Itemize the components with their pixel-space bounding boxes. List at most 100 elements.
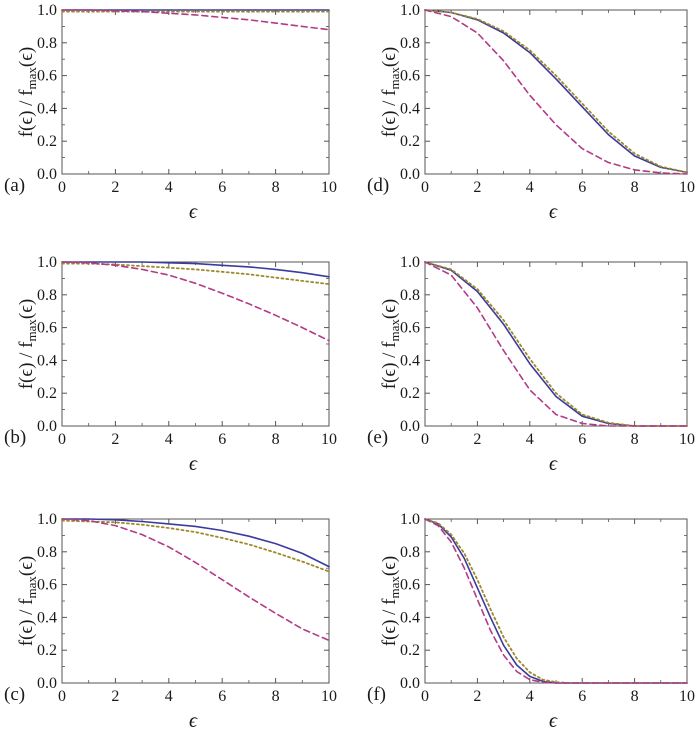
y-axis-label-main: f(ϵ) / f bbox=[16, 341, 37, 389]
x-tick-label: 6 bbox=[578, 431, 586, 448]
y-axis-label-tail: (ϵ) bbox=[16, 47, 37, 67]
y-axis-label-subscript: max bbox=[387, 576, 402, 599]
series-line-dashed bbox=[61, 261, 330, 342]
y-axis-label: f(ϵ) / fmax(ϵ) bbox=[16, 299, 39, 390]
y-axis-label: f(ϵ) / fmax(ϵ) bbox=[379, 47, 402, 138]
x-axis-label: ϵ bbox=[549, 453, 558, 475]
x-tick-label: 8 bbox=[272, 688, 280, 705]
x-tick-label: 10 bbox=[321, 431, 337, 448]
y-axis-label-subscript: max bbox=[387, 319, 402, 342]
series-line-dashed bbox=[61, 518, 330, 642]
x-tick-label: 8 bbox=[631, 179, 639, 196]
x-tick-label: 2 bbox=[111, 431, 119, 448]
series-line-dotted bbox=[424, 518, 688, 684]
y-tick-label: 0.8 bbox=[400, 35, 420, 52]
y-tick-label: 0.2 bbox=[37, 385, 57, 402]
y-axis-label-tail: (ϵ) bbox=[379, 299, 400, 319]
y-tick-label: 0.4 bbox=[400, 100, 420, 117]
panel-d: 0 2 4 6 8 10 0.0 0.2 0.4 0.6 0.8 1.0 ϵ f(ϵ) / fmax(ϵ)… bbox=[367, 2, 695, 223]
series-line-dotted bbox=[424, 9, 688, 174]
y-axis-label-subscript: max bbox=[24, 67, 39, 90]
x-tick-label: 4 bbox=[526, 688, 534, 705]
series-line-dashed bbox=[61, 9, 330, 31]
y-tick-label: 0.0 bbox=[400, 675, 420, 692]
y-axis-label-subscript: max bbox=[24, 319, 39, 342]
y-axis-label-subscript: max bbox=[24, 576, 39, 599]
x-tick-label: 0 bbox=[58, 179, 66, 196]
x-tick-label: 4 bbox=[526, 179, 534, 196]
y-tick-label: 0.0 bbox=[37, 418, 57, 435]
plot-frame bbox=[424, 261, 688, 427]
panel-label: (e) bbox=[367, 427, 388, 448]
panel-label: (a) bbox=[4, 175, 25, 196]
plot-frame bbox=[424, 518, 688, 684]
x-tick-label: 6 bbox=[218, 431, 226, 448]
x-axis-label: ϵ bbox=[549, 201, 558, 223]
x-tick-label: 10 bbox=[321, 179, 337, 196]
panel-label: (c) bbox=[4, 684, 25, 705]
y-axis-label-tail: (ϵ) bbox=[379, 556, 400, 576]
y-axis-label-main: f(ϵ) / f bbox=[379, 598, 400, 646]
series-line-solid bbox=[424, 9, 688, 174]
y-tick-label: 0.2 bbox=[400, 385, 420, 402]
y-tick-label: 0.6 bbox=[37, 577, 57, 594]
panel-label: (f) bbox=[367, 684, 386, 705]
x-axis-label: ϵ bbox=[189, 710, 198, 731]
series-line-solid bbox=[61, 518, 330, 568]
y-tick-label: 1.0 bbox=[37, 254, 57, 271]
x-tick-label: 10 bbox=[679, 688, 695, 705]
y-tick-label: 0.8 bbox=[37, 287, 57, 304]
y-tick-label: 0.4 bbox=[37, 352, 57, 369]
y-axis-label-tail: (ϵ) bbox=[16, 299, 37, 319]
x-tick-label: 6 bbox=[578, 688, 586, 705]
series-line-dotted bbox=[61, 519, 330, 573]
y-axis-label: f(ϵ) / fmax(ϵ) bbox=[379, 299, 402, 390]
panel-e: 0 2 4 6 8 10 0.0 0.2 0.4 0.6 0.8 1.0 ϵ f(ϵ) / fmax(ϵ)… bbox=[367, 254, 695, 475]
y-tick-label: 0.6 bbox=[400, 577, 420, 594]
y-axis-label-main: f(ϵ) / f bbox=[16, 598, 37, 646]
x-tick-label: 10 bbox=[679, 431, 695, 448]
y-tick-label: 0.0 bbox=[37, 675, 57, 692]
panel-a: 0 2 4 6 8 10 0.0 0.2 0.4 0.6 0.8 1.0 ϵ f(ϵ) / fmax(ϵ)… bbox=[4, 2, 337, 223]
x-tick-label: 8 bbox=[631, 688, 639, 705]
y-axis-label-tail: (ϵ) bbox=[16, 556, 37, 576]
series-line-dashed bbox=[424, 9, 688, 175]
x-tick-label: 10 bbox=[679, 179, 695, 196]
x-tick-label: 4 bbox=[165, 431, 173, 448]
series-line-dotted bbox=[61, 262, 330, 286]
x-tick-label: 0 bbox=[421, 688, 429, 705]
x-tick-label: 6 bbox=[218, 688, 226, 705]
y-tick-label: 0.6 bbox=[400, 320, 420, 337]
y-axis-label-main: f(ϵ) / f bbox=[16, 89, 37, 137]
y-tick-label: 0.8 bbox=[37, 35, 57, 52]
y-tick-label: 0.4 bbox=[400, 609, 420, 626]
plot-frame bbox=[61, 261, 330, 427]
y-tick-label: 1.0 bbox=[37, 2, 57, 19]
panel-b: 0 2 4 6 8 10 0.0 0.2 0.4 0.6 0.8 1.0 ϵ f(ϵ) / fmax(ϵ)… bbox=[4, 254, 337, 475]
y-tick-label: 1.0 bbox=[37, 511, 57, 528]
plot-frame bbox=[61, 518, 330, 684]
y-tick-label: 0.0 bbox=[400, 166, 420, 183]
y-axis-label-tail: (ϵ) bbox=[379, 47, 400, 67]
x-tick-label: 4 bbox=[526, 431, 534, 448]
x-tick-label: 6 bbox=[218, 179, 226, 196]
series-line-solid bbox=[424, 261, 688, 427]
y-tick-label: 0.4 bbox=[37, 609, 57, 626]
y-tick-label: 1.0 bbox=[400, 254, 420, 271]
y-tick-label: 0.2 bbox=[400, 133, 420, 150]
y-tick-label: 0.8 bbox=[37, 544, 57, 561]
y-axis-label-main: f(ϵ) / f bbox=[379, 89, 400, 137]
x-tick-label: 2 bbox=[473, 688, 481, 705]
series-line-dotted bbox=[424, 261, 688, 427]
y-tick-label: 1.0 bbox=[400, 511, 420, 528]
plot-frame bbox=[424, 9, 688, 175]
y-tick-label: 0.4 bbox=[400, 352, 420, 369]
x-tick-label: 0 bbox=[58, 688, 66, 705]
y-tick-label: 0.2 bbox=[37, 642, 57, 659]
x-tick-label: 8 bbox=[272, 431, 280, 448]
x-tick-label: 6 bbox=[578, 179, 586, 196]
x-tick-label: 2 bbox=[473, 179, 481, 196]
x-tick-label: 0 bbox=[421, 431, 429, 448]
panel-label: (d) bbox=[367, 175, 389, 196]
y-axis-label: f(ϵ) / fmax(ϵ) bbox=[16, 47, 39, 138]
